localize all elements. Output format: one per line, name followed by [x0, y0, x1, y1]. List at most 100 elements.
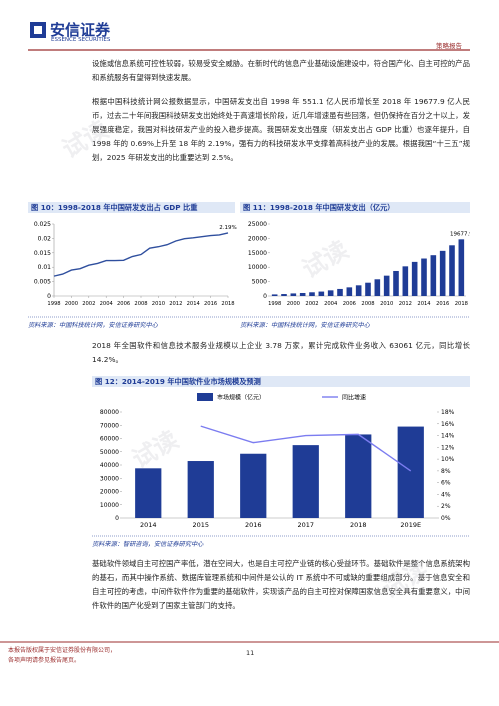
y-tick-label: 25000 — [248, 221, 267, 228]
bar — [135, 468, 162, 518]
bar — [345, 434, 372, 518]
y-tick-label: 15000 — [248, 250, 267, 257]
x-tick-label: 2008 — [134, 301, 147, 307]
x-tick-label: 2012 — [399, 301, 412, 307]
bar — [402, 266, 409, 296]
x-tick-label: 2006 — [117, 301, 130, 307]
x-tick-label: 2010 — [152, 301, 165, 307]
y-tick-label: 0.005 — [34, 279, 51, 286]
x-tick-label: 2016 — [204, 301, 217, 307]
x-tick-label: 2002 — [305, 301, 318, 307]
y-tick-label: 0.025 — [34, 221, 51, 228]
line — [200, 425, 412, 472]
figure-title: 图 12：2014-2019 年中国软件业市场规模及预测 — [92, 376, 470, 387]
bar — [383, 275, 390, 296]
y-tick-label: 0 — [47, 293, 51, 300]
y-tick-label: 60000 — [100, 436, 119, 443]
legend-label: 同比增速 — [342, 394, 366, 402]
footer-line: 各项声明请参见报告尾页。 — [8, 657, 81, 664]
figure-title: 图 11：1998-2018 年中国研发支出（亿元） — [240, 202, 470, 213]
y-tick-label: 10000 — [100, 502, 119, 509]
line — [53, 232, 229, 277]
paragraph: 设施或信息系统可控性较弱，较易受安全威胁。在新时代的信息产业基础设施建设中，符合… — [92, 59, 470, 82]
bar — [187, 461, 214, 518]
legend-swatch — [197, 393, 213, 401]
y-tick-label: 40000 — [100, 462, 119, 469]
bar — [365, 282, 371, 296]
y-tick-label: 0 — [115, 515, 119, 522]
value-label: 2.19% — [219, 225, 236, 231]
y-tick-label: 0.01 — [38, 264, 52, 271]
x-tick-label: 2006 — [343, 301, 356, 307]
y2-tick-label: 0% — [441, 515, 451, 522]
x-tick-label: 2019E — [400, 521, 421, 529]
y2-tick-label: 14% — [441, 433, 455, 440]
company-en: ESSENCE SECURITIES — [51, 37, 111, 43]
x-tick-label: 2014 — [417, 301, 431, 307]
bar — [355, 285, 362, 296]
paragraph: 根据中国科技统计网公报数据显示，中国研发支出自 1998 年 551.1 亿人民… — [92, 97, 470, 162]
paragraph: 基础软件领域自主可控国产率低，潜在空间大，也是自主可控产业链的核心受益环节。基础… — [92, 559, 470, 610]
x-tick-label: 2016 — [245, 521, 262, 529]
bar — [449, 245, 455, 296]
y2-tick-label: 18% — [441, 409, 455, 416]
footer-line: 本报告版权属于安信证券股份有限公司， — [8, 647, 117, 654]
y-tick-label: 0 — [263, 293, 267, 300]
x-tick-label: 2018 — [455, 301, 468, 307]
y-tick-label: 0.02 — [38, 235, 52, 242]
bar — [346, 287, 353, 296]
y2-tick-label: 10% — [441, 456, 455, 463]
source: 资料来源：中国科技统计网，安信证券研究中心 — [28, 322, 158, 329]
bar — [271, 294, 278, 296]
x-tick-label: 1998 — [47, 301, 60, 307]
y-tick-label: 0.015 — [34, 250, 51, 257]
x-tick-label: 2017 — [297, 521, 314, 529]
page-number: 11 — [246, 649, 255, 657]
y-tick-label: 20000 — [100, 489, 119, 496]
bar — [421, 258, 427, 296]
x-tick-label: 2008 — [361, 301, 374, 307]
x-tick-label: 2012 — [169, 301, 182, 307]
bar — [318, 291, 325, 296]
x-tick-label: 2010 — [380, 301, 393, 307]
x-tick-label: 2014 — [187, 301, 201, 307]
chart: 0 5000 10000 15000 20000 25000 1998 2000 2002 200… — [248, 221, 470, 307]
y-tick-label: 80000 — [100, 409, 119, 416]
bar — [240, 453, 267, 518]
y-tick-label: 30000 — [100, 475, 119, 482]
bar — [292, 445, 319, 518]
x-tick-label: 1998 — [268, 301, 281, 307]
y-tick-label: 5000 — [252, 279, 267, 286]
footer: 本报告版权属于安信证券股份有限公司， 各项声明请参见报告尾页。 — [8, 646, 116, 666]
bar — [281, 294, 287, 296]
x-tick-label: 2000 — [287, 301, 300, 307]
legend-label: 市场规模（亿元） — [217, 394, 265, 402]
y2-tick-label: 16% — [441, 421, 455, 428]
bar — [397, 426, 424, 518]
bar — [458, 239, 465, 296]
y2-tick-label: 4% — [441, 491, 451, 498]
x-tick-label: 2000 — [65, 301, 78, 307]
x-tick-label: 2004 — [324, 301, 338, 307]
bar — [337, 288, 343, 296]
chart: 0 10000 20000 30000 40000 50000 60000 70000 8000… — [100, 393, 455, 529]
bar — [430, 255, 437, 296]
report-type: 策略报告 — [436, 42, 462, 50]
y-tick-label: 10000 — [248, 264, 267, 271]
x-tick-label: 2018 — [221, 301, 234, 307]
y2-tick-label: 2% — [441, 503, 451, 510]
value-label: 19677.9 — [450, 231, 470, 237]
bar — [309, 292, 315, 296]
company-name: 安信证券 — [50, 21, 111, 39]
x-tick-label: 2018 — [350, 521, 367, 529]
y2-tick-label: 12% — [441, 444, 455, 451]
chart: 0 0.005 0.01 0.015 0.02 0.025 1998 2000 2002 2004… — [34, 221, 237, 307]
x-tick-label: 2015 — [192, 521, 209, 529]
paragraph: 2018 年全国软件和信息技术服务业规模以上企业 3.78 万家，累计完成软件业… — [92, 341, 470, 364]
source: 资料来源：智研咨询，安信证券研究中心 — [92, 541, 204, 548]
bar — [327, 290, 334, 296]
y-tick-label: 50000 — [100, 449, 119, 456]
bar — [439, 250, 446, 296]
